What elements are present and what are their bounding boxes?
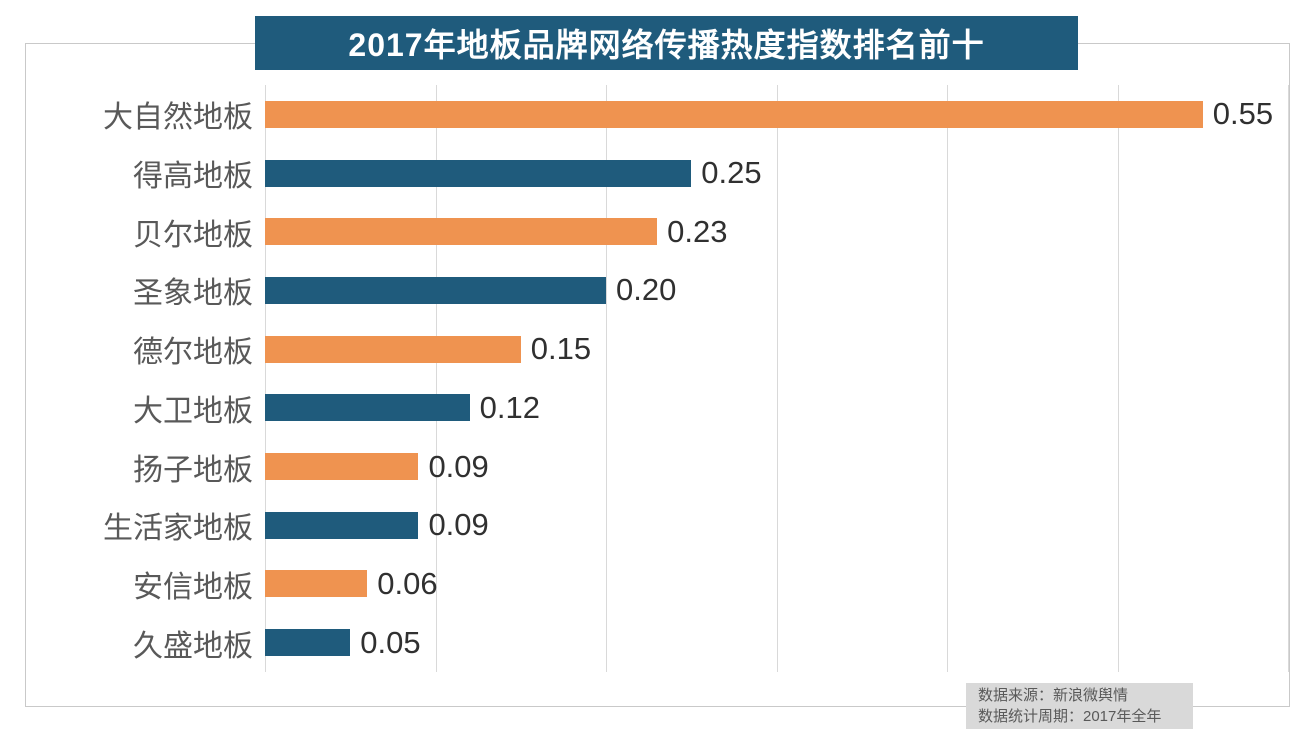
bar-row: 圣象地板 0.20 (35, 261, 1288, 320)
source-box: 数据来源：新浪微舆情 数据统计周期：2017年全年 (966, 683, 1193, 729)
bar-track: 0.25 (265, 144, 1288, 203)
gridline-x-0.6 (1288, 85, 1289, 672)
bar (265, 218, 658, 246)
bar-track: 0.15 (265, 320, 1288, 379)
category-label: 久盛地板 (133, 629, 253, 663)
chart-title-banner: 2017年地板品牌网络传播热度指数排名前十 (255, 16, 1078, 70)
bar-row: 贝尔地板 0.23 (35, 202, 1288, 261)
bar-track: 0.55 (265, 85, 1288, 144)
bar (265, 335, 521, 363)
value-label: 0.23 (667, 213, 728, 249)
value-label: 0.12 (479, 389, 540, 425)
bar-track: 0.06 (265, 555, 1288, 614)
gridline-x-0.4 (947, 85, 948, 672)
value-label: 0.09 (428, 448, 489, 484)
value-label: 0.15 (530, 331, 592, 367)
bar-row: 久盛地板 0.05 (35, 613, 1288, 672)
bar-row: 大自然地板 0.55 (35, 85, 1288, 144)
category-label: 得高地板 (133, 160, 253, 194)
bar-row: 德尔地板 0.15 (35, 320, 1288, 379)
plot-card-border (25, 43, 1290, 707)
bar-row: 扬子地板 0.09 (35, 437, 1288, 496)
bar-track: 0.09 (265, 496, 1288, 555)
category-label: 圣象地板 (133, 277, 253, 311)
gridline-x-0.3 (776, 85, 778, 672)
value-label: 0.09 (428, 507, 489, 543)
source-line-1: 数据来源：新浪微舆情 (978, 687, 1129, 704)
category-label: 大卫地板 (133, 394, 253, 428)
bar-row: 安信地板 0.06 (35, 555, 1288, 614)
chart-title: 2017年地板品牌网络传播热度指数排名前十 (348, 27, 985, 63)
value-label: 0.06 (377, 565, 438, 601)
bar-track: 0.20 (265, 261, 1288, 320)
bar (265, 276, 606, 304)
bar (265, 629, 351, 657)
source-line-2: 数据统计周期：2017年全年 (978, 708, 1162, 725)
bar-row: 大卫地板 0.12 (35, 379, 1288, 438)
gridline-x-0.2 (606, 85, 607, 672)
bar (265, 394, 470, 422)
bar-track: 0.12 (265, 379, 1288, 438)
gridline-x-0 (265, 85, 266, 672)
bar (265, 159, 692, 187)
bar-track: 0.05 (265, 613, 1288, 672)
category-label: 德尔地板 (133, 336, 253, 370)
value-label: 0.25 (701, 155, 762, 191)
category-label: 生活家地板 (103, 512, 253, 546)
bar (265, 453, 419, 481)
bar-row: 生活家地板 0.09 (35, 496, 1288, 555)
bar-rows-container: 大自然地板 0.55 得高地板 0.25 贝尔地板 0.23 圣象地板 0.20… (35, 85, 1288, 672)
bar-track: 0.23 (265, 202, 1288, 261)
bar (265, 570, 368, 598)
category-label: 大自然地板 (103, 101, 253, 135)
bar-track: 0.09 (265, 437, 1288, 496)
value-label: 0.05 (360, 624, 421, 660)
gridline-x-0.5 (1117, 85, 1119, 672)
bar (265, 100, 1203, 128)
value-label: 0.55 (1212, 96, 1274, 132)
value-label: 0.20 (616, 272, 677, 308)
bar (265, 511, 419, 539)
gridlines (265, 85, 1289, 672)
category-label: 贝尔地板 (133, 218, 253, 252)
category-label: 扬子地板 (133, 453, 253, 487)
bar-row: 得高地板 0.25 (35, 144, 1288, 203)
category-label: 安信地板 (133, 570, 253, 604)
gridline-x-0.1 (435, 85, 437, 672)
